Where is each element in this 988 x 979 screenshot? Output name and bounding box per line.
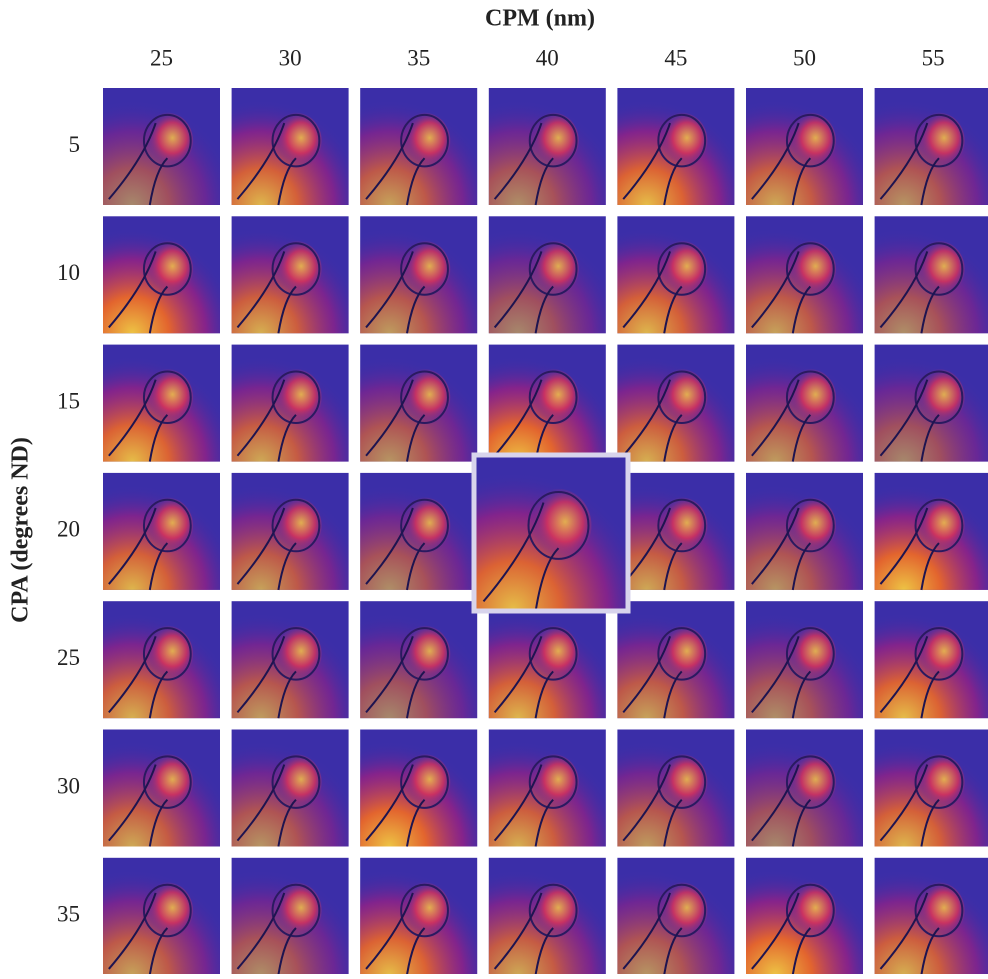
tile-image (360, 601, 477, 718)
tile-image (746, 858, 863, 974)
column-label: 25 (150, 45, 173, 70)
tile-image (476, 457, 626, 609)
tile-image (103, 858, 220, 974)
tile-image (232, 216, 349, 333)
tile-image (489, 216, 606, 333)
tile-image (360, 473, 477, 590)
tile-image (746, 601, 863, 718)
tile-image (746, 216, 863, 333)
tile-image (489, 601, 606, 718)
tile-image (103, 473, 220, 590)
row-label: 20 (57, 517, 80, 542)
tile-image (875, 858, 988, 974)
tile-image (232, 473, 349, 590)
column-label: 55 (922, 45, 945, 70)
row-label: 10 (57, 260, 80, 285)
column-label: 35 (407, 45, 430, 70)
tile-image (875, 730, 988, 847)
row-axis-title: CPA (degrees ND) (8, 437, 34, 623)
tile-image (232, 88, 349, 205)
tile-image (360, 88, 477, 205)
column-label: 50 (793, 45, 816, 70)
tile-image (617, 730, 734, 847)
tile-image (746, 730, 863, 847)
tile-image (103, 601, 220, 718)
tile-image (103, 730, 220, 847)
tile-image (875, 473, 988, 590)
tile-image (746, 88, 863, 205)
tile-image (746, 345, 863, 462)
row-label: 5 (69, 132, 81, 157)
tile-image (360, 216, 477, 333)
tile-image (103, 216, 220, 333)
tile-image (489, 88, 606, 205)
tile-grid (103, 88, 988, 974)
column-label: 45 (664, 45, 687, 70)
tile-image (617, 858, 734, 974)
column-label: 40 (536, 45, 559, 70)
tile-image (875, 601, 988, 718)
row-label: 25 (57, 645, 80, 670)
row-label: 35 (57, 902, 80, 927)
figure: CPM (nm) CPA (degrees ND) 25303540455055… (0, 0, 988, 974)
column-label: 30 (279, 45, 302, 70)
tile-image (360, 345, 477, 462)
tile-image (232, 730, 349, 847)
tile-image (360, 730, 477, 847)
row-label: 30 (57, 773, 80, 798)
tile-image (617, 601, 734, 718)
tile-image (103, 88, 220, 205)
tile-image (489, 345, 606, 462)
tile-image (617, 88, 734, 205)
tile-image (489, 858, 606, 974)
row-label: 15 (57, 388, 80, 413)
tile-image (617, 216, 734, 333)
tile-image (617, 473, 734, 590)
tile-image (232, 345, 349, 462)
tile-image (489, 730, 606, 847)
tile-image (617, 345, 734, 462)
tile-image (360, 858, 477, 974)
tile-image (875, 216, 988, 333)
tile-image (875, 345, 988, 462)
tile-image (875, 88, 988, 205)
tile-image (746, 473, 863, 590)
tile-image (232, 858, 349, 974)
tile-image (103, 345, 220, 462)
column-axis-title: CPM (nm) (485, 6, 595, 32)
tile-image (232, 601, 349, 718)
